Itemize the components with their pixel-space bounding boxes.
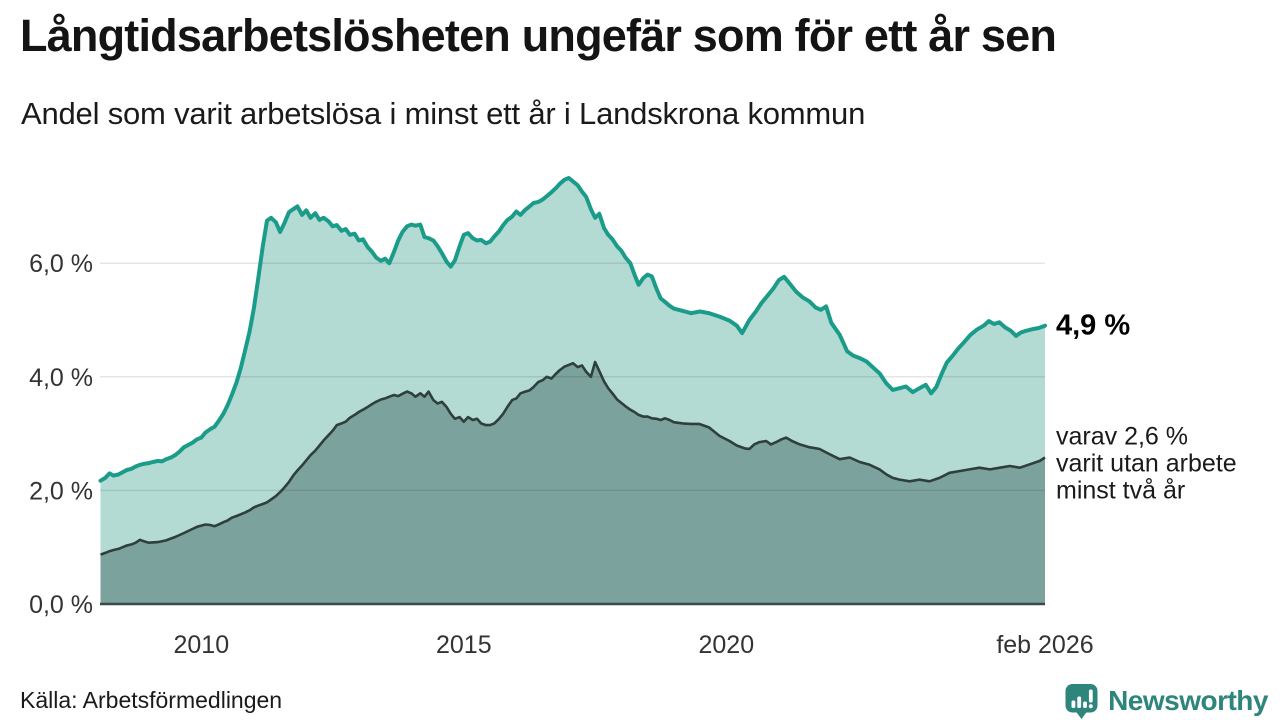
source-credit: Källa: Arbetsförmedlingen (20, 687, 283, 713)
area-unemployed-two-years (100, 362, 1045, 604)
x-tick-label: 2015 (436, 631, 492, 659)
sub-annotation-line: varav 2,6 % (1056, 422, 1188, 450)
newsworthy-logo: Newsworthy (1063, 682, 1268, 720)
end-value-label: 4,9 % (1056, 310, 1130, 342)
chart-subtitle: Andel som varit arbetslösa i minst ett å… (21, 96, 866, 131)
page-title: Långtidsarbetslösheten ungefär som för e… (20, 10, 1057, 61)
newsworthy-icon (1065, 684, 1098, 719)
y-axis-labels: 0,0 % 2,0 % 4,0 % 6,0 % (29, 250, 93, 619)
gridlines (100, 262, 1045, 492)
x-tick-label: 2010 (174, 631, 230, 659)
series-line-two-years (100, 360, 1046, 556)
newsworthy-wordmark: Newsworthy (1108, 685, 1268, 716)
y-tick-label: 6,0 % (29, 250, 93, 278)
sub-annotation-line: varit utan arbete (1056, 449, 1237, 477)
y-tick-label: 0,0 % (29, 591, 93, 619)
x-tick-label: 2020 (699, 631, 755, 659)
x-tick-label: feb 2026 (996, 631, 1093, 659)
sub-annotation-line: minst två år (1056, 476, 1185, 504)
y-tick-label: 4,0 % (29, 364, 93, 392)
series-line-one-year (98, 176, 1047, 483)
y-tick-label: 2,0 % (29, 477, 93, 505)
x-axis-labels: 2010 2015 2020 feb 2026 (174, 631, 1094, 659)
